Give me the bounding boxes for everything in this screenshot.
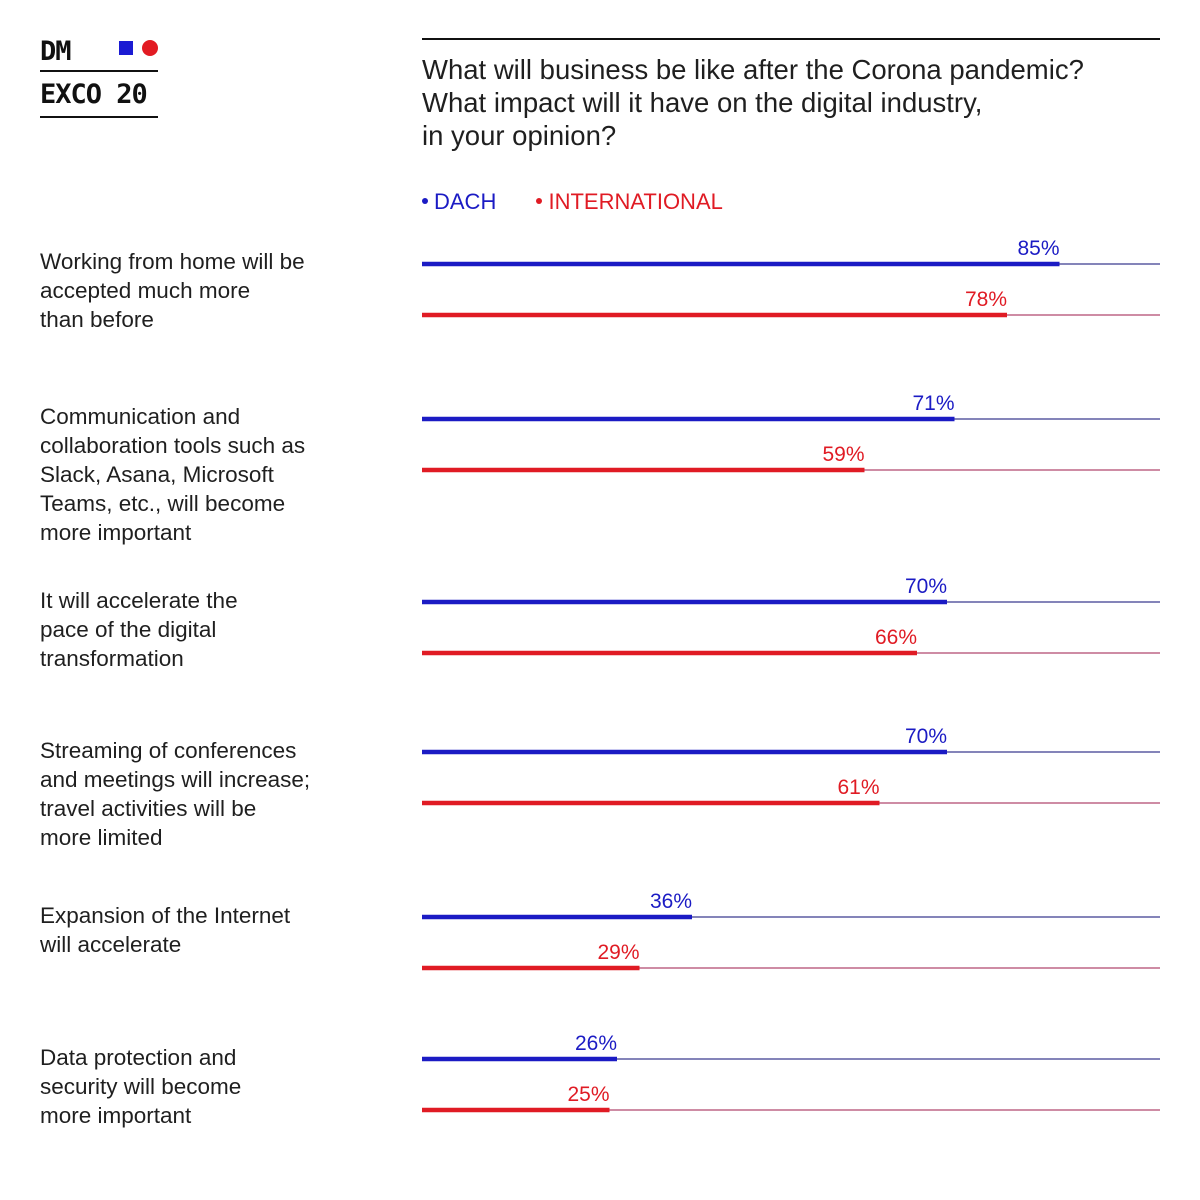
row-label-line: than before <box>40 307 154 332</box>
logo: DM EXCO 20 <box>40 34 158 118</box>
row-label: It will accelerate the pace of the digit… <box>40 586 360 673</box>
logo-text-line1: DM <box>40 36 72 67</box>
row-label-line: more limited <box>40 825 163 850</box>
legend-dot-icon <box>536 198 543 205</box>
chart-title-line: in your opinion? <box>422 120 617 151</box>
row-label-line: accepted much more <box>40 278 251 303</box>
data-label-international: 29% <box>597 941 639 964</box>
row-label: Streaming of conferences and meetings wi… <box>40 736 360 852</box>
row-label: Expansion of the Internet will accelerat… <box>40 901 360 959</box>
chart-title-line: What will business be like after the Cor… <box>422 54 1084 85</box>
legend-dot-icon <box>422 198 428 205</box>
row-label-line: Slack, Asana, Microsoft <box>40 462 274 487</box>
logo-divider <box>40 70 158 72</box>
data-label-international: 66% <box>875 626 917 649</box>
row-label-line: more important <box>40 1103 192 1128</box>
row-label: Working from home will be accepted much … <box>40 247 360 334</box>
row-label-line: pace of the digital <box>40 617 217 642</box>
data-label-dach: 85% <box>1017 237 1059 260</box>
data-label-dach: 36% <box>650 890 692 913</box>
legend: DACH INTERNATIONAL <box>422 189 757 215</box>
row-label-line: Communication and <box>40 404 241 429</box>
legend-item-dach: DACH <box>422 189 496 215</box>
chart-title-line: What impact will it have on the digital … <box>422 87 983 118</box>
data-label-international: 25% <box>567 1083 609 1106</box>
logo-text-line2: EXCO 20 <box>40 79 148 110</box>
legend-label-dach: DACH <box>434 189 497 214</box>
row-label: Communication and collaboration tools su… <box>40 402 360 547</box>
row-label-line: security will become <box>40 1074 242 1099</box>
logo-circle-icon <box>142 40 158 56</box>
row-label-line: Working from home will be <box>40 249 305 274</box>
row-label: Data protection and security will become… <box>40 1043 360 1130</box>
data-label-international: 61% <box>837 776 879 799</box>
data-label-international: 78% <box>965 288 1007 311</box>
row-label-line: Streaming of conferences <box>40 738 297 763</box>
data-label-dach: 70% <box>905 575 947 598</box>
row-label-line: and meetings will increase; <box>40 767 311 792</box>
row-label-line: Teams, etc., will become <box>40 491 286 516</box>
data-label-international: 59% <box>822 443 864 466</box>
logo-divider <box>40 116 158 118</box>
title-divider <box>422 38 1160 40</box>
row-label-line: transformation <box>40 646 184 671</box>
legend-label-international: INTERNATIONAL <box>548 189 723 214</box>
data-label-dach: 70% <box>905 725 947 748</box>
row-label-line: travel activities will be <box>40 796 257 821</box>
data-label-dach: 26% <box>575 1032 617 1055</box>
row-label-line: collaboration tools such as <box>40 433 306 458</box>
row-label-line: more important <box>40 520 192 545</box>
logo-square-icon <box>119 41 133 55</box>
row-label-line: Expansion of the Internet <box>40 903 291 928</box>
row-label-line: Data protection and <box>40 1045 237 1070</box>
row-label-line: will accelerate <box>40 932 182 957</box>
legend-item-international: INTERNATIONAL <box>536 189 723 215</box>
data-label-dach: 71% <box>912 392 954 415</box>
chart-title: What will business be like after the Cor… <box>422 53 1182 152</box>
row-label-line: It will accelerate the <box>40 588 238 613</box>
